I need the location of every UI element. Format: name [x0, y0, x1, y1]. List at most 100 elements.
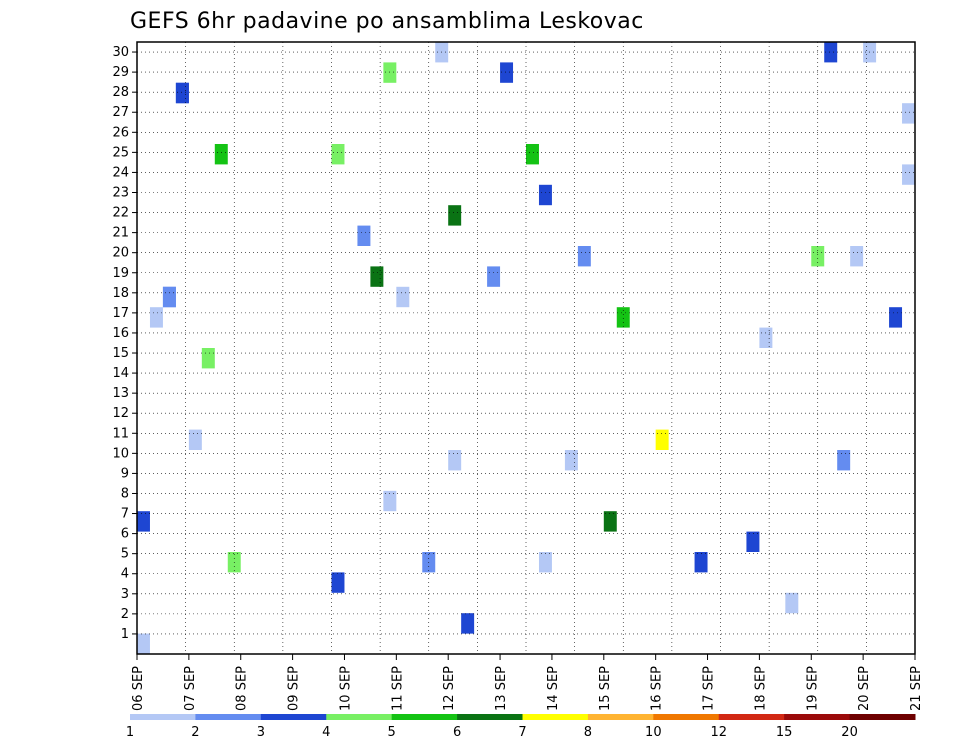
colorbar-label: 5: [388, 725, 396, 740]
y-tick-label: 16: [112, 326, 129, 341]
y-tick-label: 2: [121, 607, 129, 622]
heatmap-cell: [538, 184, 552, 206]
plot-frame: [136, 41, 916, 655]
y-tick-label: 3: [121, 587, 129, 602]
heatmap-cell: [137, 633, 150, 654]
y-tick-label: 4: [121, 567, 129, 582]
heatmap-cells: [137, 42, 915, 654]
y-tick-label: 13: [112, 386, 129, 401]
heatmap-cell: [577, 246, 591, 267]
x-tick-label: 08 SEP: [235, 666, 250, 711]
heatmap-cell: [603, 511, 617, 532]
heatmap-cell: [162, 286, 176, 308]
y-tick-label: 24: [112, 165, 129, 180]
y-tick-label: 7: [121, 507, 129, 522]
colorbar-label: 8: [584, 725, 592, 740]
heatmap-cell: [850, 246, 864, 267]
y-tick-label: 15: [112, 346, 129, 361]
plot-grid: [137, 42, 915, 654]
heatmap-cell: [902, 164, 915, 185]
heatmap-cell: [175, 82, 189, 104]
y-tick-label: 28: [112, 85, 129, 100]
heatmap-cell: [759, 327, 773, 348]
colorbar-label: 12: [710, 725, 727, 740]
y-tick-label: 10: [112, 446, 129, 461]
colorbar-label: 15: [776, 725, 793, 740]
colorbar-label: 10: [645, 725, 662, 740]
colorbar-swatch: [391, 714, 458, 720]
heatmap-cell: [500, 62, 514, 83]
y-tick-label: 29: [112, 65, 129, 80]
heatmap-cell: [837, 450, 851, 471]
x-tick-label: 16 SEP: [650, 666, 665, 711]
x-tick-label: 15 SEP: [598, 666, 613, 711]
y-tick-label: 6: [121, 527, 129, 542]
heatmap-cell: [370, 266, 384, 287]
colorbar-swatch: [587, 714, 654, 720]
colorbar-swatch: [457, 714, 523, 720]
x-tick-label: 14 SEP: [546, 666, 561, 711]
y-tick-label: 14: [112, 366, 129, 381]
heatmap-cell: [214, 144, 228, 165]
y-tick-label: 1: [121, 627, 129, 642]
heatmap-cell: [357, 225, 371, 246]
x-tick-label: 21 SEP: [909, 666, 924, 711]
heatmap-cell: [889, 307, 903, 328]
x-axis: 06 SEP 07 SEP 08 SEP 09 SEP 10 SEP 11 SEP 12 S…: [131, 654, 924, 711]
colorbar-swatch: [260, 714, 327, 720]
y-tick-label: 27: [112, 105, 129, 120]
colorbar-label: 6: [453, 725, 461, 740]
y-tick-label: 23: [112, 185, 129, 200]
heatmap-cell: [188, 429, 202, 450]
heatmap-cell: [149, 307, 163, 328]
y-tick-label: 8: [121, 486, 129, 501]
y-tick-label: 5: [121, 547, 129, 562]
heatmap-cell: [487, 266, 501, 287]
heatmap-cell: [564, 450, 578, 471]
colorbar-legend: 1 2 3 4 5 6 7 8 10 12 15 20: [126, 714, 916, 740]
colorbar-label: 3: [257, 725, 265, 740]
heatmap-cell: [201, 348, 215, 369]
y-tick-label: 22: [112, 206, 129, 221]
heatmap-cell: [746, 531, 760, 552]
heatmap-cell: [396, 286, 410, 308]
colorbar-label: 4: [322, 725, 330, 740]
colorbar-swatch: [718, 714, 785, 720]
heatmap-cell: [383, 62, 397, 83]
chart-title: GEFS 6hr padavine po ansamblima Leskovac: [130, 9, 644, 34]
x-tick-label: 18 SEP: [753, 666, 768, 711]
heatmap-cell: [616, 307, 630, 328]
colorbar-swatch: [784, 714, 851, 720]
heatmap-cell: [824, 42, 838, 63]
y-tick-label: 26: [112, 125, 129, 140]
heatmap-cell: [331, 572, 345, 593]
x-tick-label: 19 SEP: [805, 666, 820, 711]
heatmap-cell: [331, 144, 345, 165]
x-tick-label: 09 SEP: [287, 666, 302, 711]
x-tick-label: 17 SEP: [702, 666, 717, 711]
x-tick-label: 11 SEP: [390, 666, 405, 711]
y-tick-label: 20: [112, 246, 129, 261]
colorbar-swatch: [326, 714, 393, 720]
y-tick-label: 30: [112, 45, 129, 60]
colorbar-swatch: [522, 714, 589, 720]
heatmap-cell: [694, 552, 708, 573]
colorbar-swatch: [653, 714, 720, 720]
y-tick-label: 17: [112, 306, 129, 321]
x-tick-label: 06 SEP: [131, 666, 146, 711]
x-tick-label: 07 SEP: [183, 666, 198, 711]
heatmap-cell: [448, 205, 462, 226]
colorbar-label: 2: [191, 725, 199, 740]
x-tick-label: 10 SEP: [338, 666, 353, 711]
heatmap-cell: [448, 450, 462, 471]
y-tick-label: 21: [112, 226, 129, 241]
x-tick-label: 13 SEP: [494, 666, 509, 711]
heatmap-cell: [811, 246, 825, 267]
heatmap-cell: [383, 490, 397, 512]
colorbar-label: 20: [841, 725, 858, 740]
heatmap-cell: [655, 429, 669, 450]
heatmap-cell: [137, 511, 150, 532]
x-tick-label: 12 SEP: [442, 666, 457, 711]
y-tick-label: 12: [112, 406, 129, 421]
colorbar-label: 7: [518, 725, 526, 740]
